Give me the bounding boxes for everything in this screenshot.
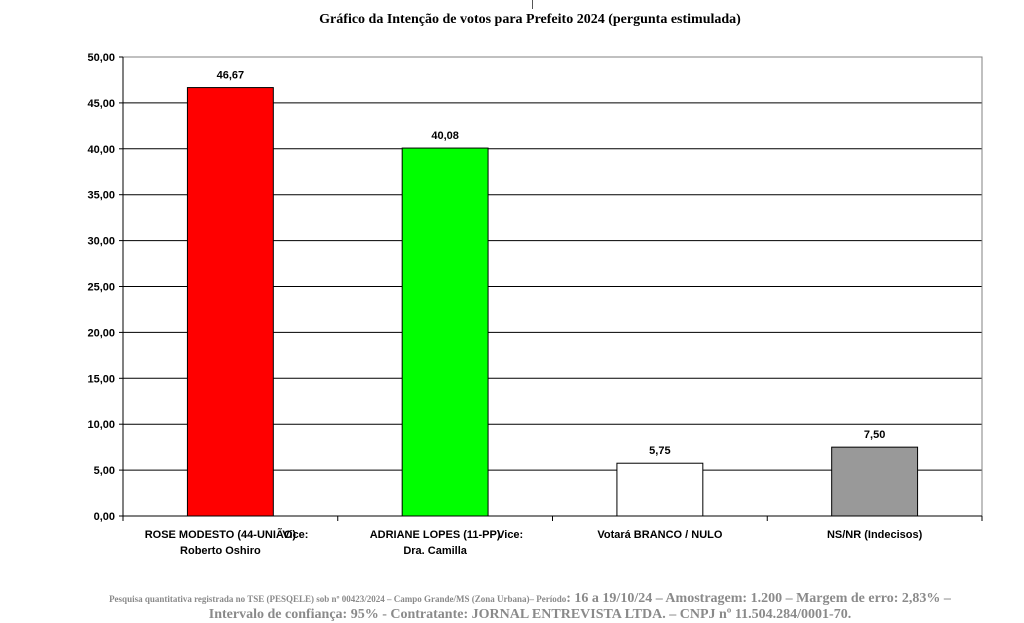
bar <box>401 147 489 517</box>
y-tick-label: 0,00 <box>94 511 115 523</box>
y-tick-label: 20,00 <box>87 327 115 339</box>
x-category-sublabel: Dra. Camilla <box>403 545 467 557</box>
x-category-vice-label: Vice: <box>497 529 523 541</box>
top-tick-mark <box>532 0 533 9</box>
y-tick-label: 30,00 <box>87 236 115 248</box>
bar-value-label: 7,50 <box>864 429 885 441</box>
bar <box>186 87 274 517</box>
bar-value-label: 46,67 <box>217 70 245 82</box>
x-category-label: ROSE MODESTO (44-UNIÃO) <box>145 528 297 541</box>
bar-value-label: 5,75 <box>649 445 670 457</box>
x-category-label: Votará BRANCO / NULO <box>597 529 723 541</box>
bar-value-label: 40,08 <box>431 130 459 142</box>
y-tick-label: 45,00 <box>87 98 115 110</box>
y-tick-label: 35,00 <box>87 190 115 202</box>
y-tick-label: 5,00 <box>94 465 115 477</box>
bar <box>831 446 919 517</box>
y-tick-label: 50,00 <box>87 52 115 64</box>
x-category-sublabel: Roberto Oshiro <box>180 545 261 557</box>
y-tick-label: 15,00 <box>87 373 115 385</box>
bar-chart: 0,00 5,00 10,00 15,00 20,00 25,00 30,00 35,00 40… <box>87 52 983 557</box>
chart-title: Gráfico da Intenção de votos para Prefei… <box>319 12 741 27</box>
bar <box>616 462 704 517</box>
footer-line-2: Intervalo de confiança: 95% - Contratant… <box>208 607 852 622</box>
footer-line-1-large: : 16 a 19/10/24 – Amostragem: 1.200 – Ma… <box>566 591 951 606</box>
bars <box>186 87 919 517</box>
y-tick-label: 40,00 <box>87 144 115 156</box>
x-category-vice-label: Vice: <box>282 529 308 541</box>
x-category-label: NS/NR (Indecisos) <box>827 529 923 541</box>
footer-line-1-small: Pesquisa quantitativa registrada no TSE … <box>109 594 567 604</box>
footer-line-1: Pesquisa quantitativa registrada no TSE … <box>0 589 1024 607</box>
labels: 0,00 5,00 10,00 15,00 20,00 25,00 30,00 35,00 40… <box>87 52 922 557</box>
y-tick-label: 25,00 <box>87 282 115 294</box>
y-tick-label: 10,00 <box>87 419 115 431</box>
x-category-label: ADRIANE LOPES (11-PP) <box>370 529 501 541</box>
